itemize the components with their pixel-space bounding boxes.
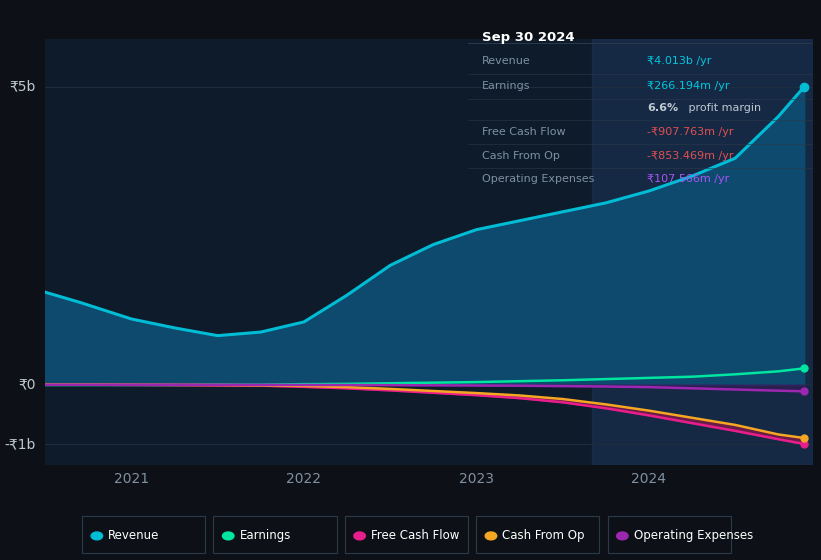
Text: -₹853.469m /yr: -₹853.469m /yr (647, 151, 734, 161)
Text: Cash From Op: Cash From Op (502, 529, 585, 543)
Text: Sep 30 2024: Sep 30 2024 (482, 31, 575, 44)
Text: ₹107.566m /yr: ₹107.566m /yr (647, 175, 730, 184)
Text: Cash From Op: Cash From Op (482, 151, 560, 161)
Text: Revenue: Revenue (482, 57, 530, 66)
Text: ₹0: ₹0 (18, 377, 36, 391)
Text: -₹907.763m /yr: -₹907.763m /yr (647, 127, 734, 137)
Text: Earnings: Earnings (240, 529, 291, 543)
Text: -₹1b: -₹1b (5, 437, 36, 451)
Bar (592, 39, 813, 465)
Text: Revenue: Revenue (108, 529, 160, 543)
Text: Operating Expenses: Operating Expenses (482, 175, 594, 184)
Text: Free Cash Flow: Free Cash Flow (371, 529, 460, 543)
Text: ₹266.194m /yr: ₹266.194m /yr (647, 81, 730, 91)
Text: 6.6%: 6.6% (647, 103, 678, 113)
Text: Operating Expenses: Operating Expenses (634, 529, 753, 543)
Text: Free Cash Flow: Free Cash Flow (482, 127, 566, 137)
Text: Earnings: Earnings (482, 81, 530, 91)
Text: ₹5b: ₹5b (10, 80, 36, 94)
Text: ₹4.013b /yr: ₹4.013b /yr (647, 57, 712, 66)
Text: profit margin: profit margin (686, 103, 761, 113)
